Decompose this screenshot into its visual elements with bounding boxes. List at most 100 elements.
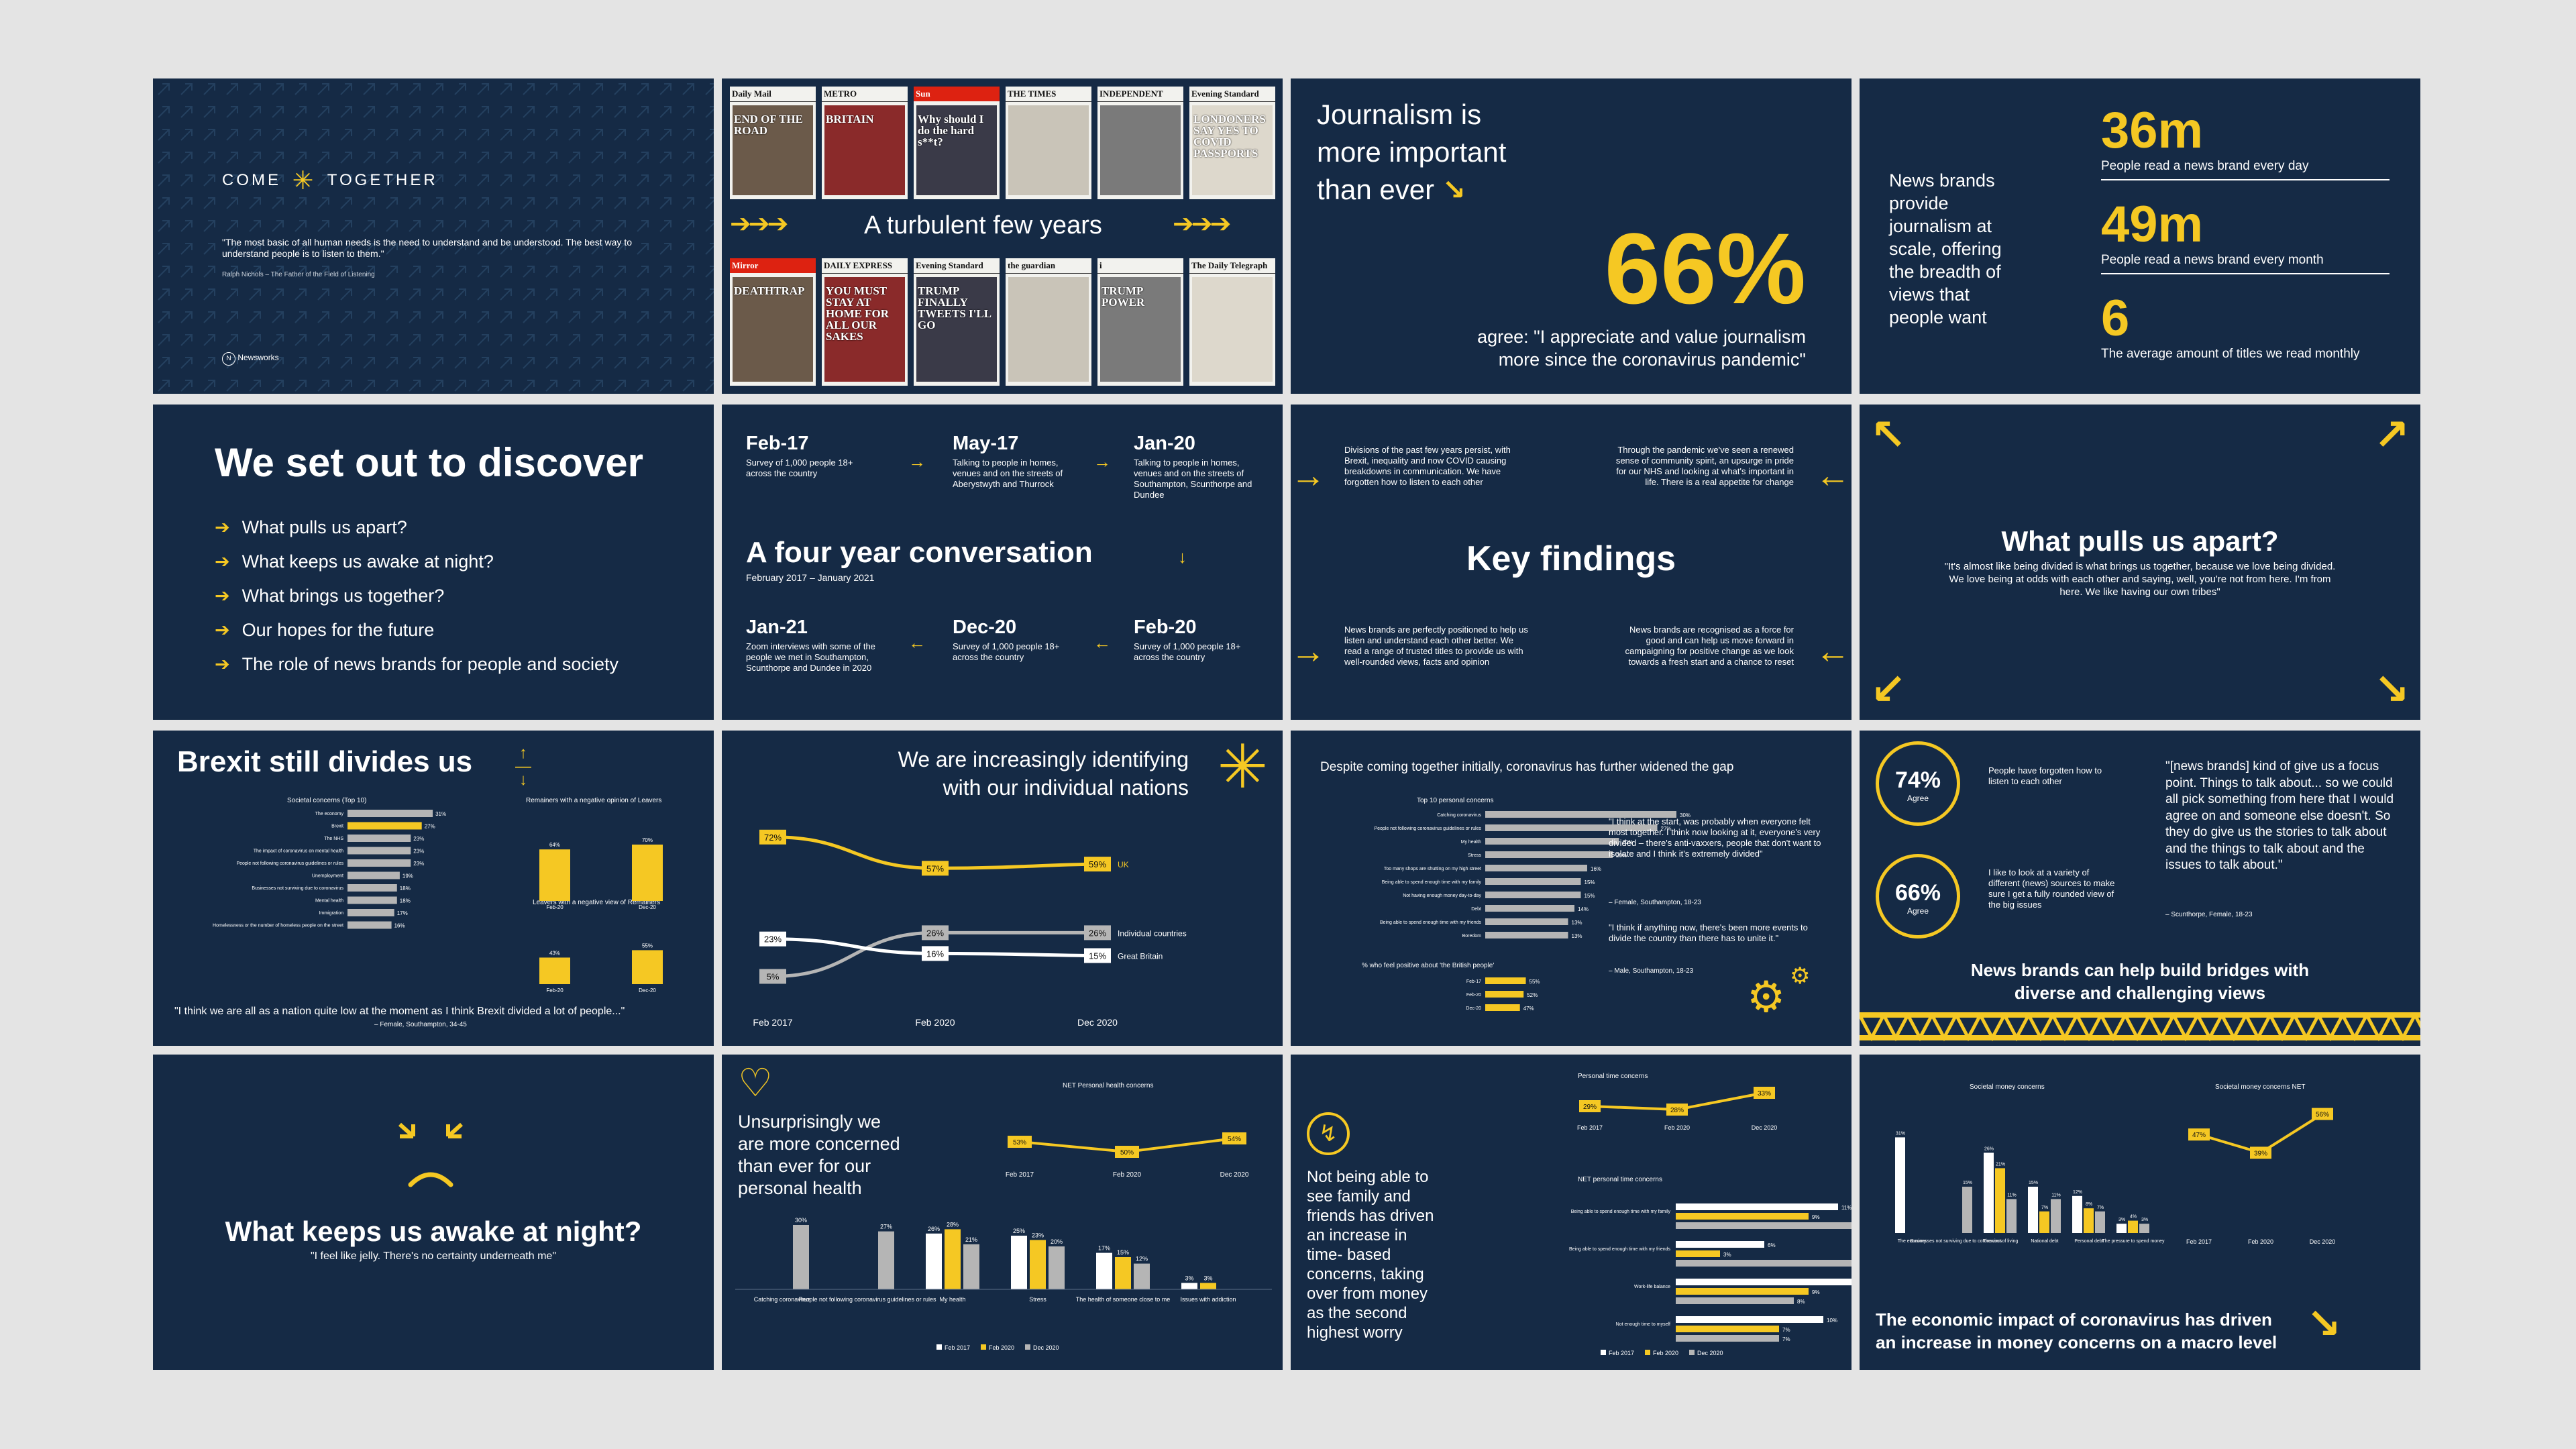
slide-brexit-divides[interactable]: Brexit still divides us ↑ — ↓ Societal con… bbox=[153, 731, 714, 1046]
pattern-arrow bbox=[591, 288, 603, 301]
pattern-arrow bbox=[340, 380, 352, 392]
value-label: 27% bbox=[880, 1224, 892, 1230]
pattern-arrow bbox=[682, 220, 694, 232]
pattern-arrow bbox=[409, 288, 421, 301]
arrow-right-icon: → bbox=[1291, 632, 1326, 671]
value-label: 27% bbox=[1661, 826, 1672, 832]
bar bbox=[347, 884, 397, 892]
data-point bbox=[1084, 948, 1111, 963]
x-tick-label: Feb 2020 bbox=[1113, 1171, 1142, 1179]
pattern-arrow bbox=[294, 243, 307, 255]
bridge-truss bbox=[1954, 1014, 1982, 1042]
slide-four-year-conversation[interactable]: Feb-17 Survey of 1,000 people 18+ across… bbox=[722, 405, 1283, 720]
slide-widened-gap[interactable]: Despite coming together initially, coron… bbox=[1291, 731, 1851, 1046]
pattern-arrow bbox=[568, 380, 580, 392]
pattern-arrow bbox=[591, 174, 603, 186]
slide-come-together[interactable]: COME ✳ TOGETHER "The most basic of all h… bbox=[153, 78, 714, 394]
pattern-arrow bbox=[249, 311, 261, 323]
pattern-arrow bbox=[340, 266, 352, 278]
value-label: 15% bbox=[1089, 951, 1106, 961]
value-label: 15% bbox=[1585, 879, 1595, 885]
slide-time-concerns[interactable]: ↯ Not being able to see family and frien… bbox=[1291, 1055, 1851, 1370]
pattern-arrow bbox=[340, 220, 352, 232]
pattern-arrow bbox=[431, 220, 443, 232]
slide-key-findings[interactable]: → Divisions of the past few years persis… bbox=[1291, 405, 1851, 720]
pattern-arrow bbox=[272, 152, 284, 164]
masthead: Daily Mail bbox=[730, 87, 816, 102]
pattern-arrow bbox=[705, 334, 714, 346]
slide-national-identity[interactable]: We are increasingly identifying with our… bbox=[722, 731, 1283, 1046]
pattern-arrow bbox=[637, 174, 649, 186]
pattern-arrow bbox=[363, 357, 375, 369]
slide-turbulent-years[interactable]: Daily Mail END OF THE ROAD METRO BRITAIN Sun… bbox=[722, 78, 1283, 394]
pattern-arrow bbox=[158, 83, 170, 95]
bar bbox=[1485, 878, 1581, 885]
pattern-arrow bbox=[180, 106, 193, 118]
pattern-arrow bbox=[454, 334, 466, 346]
pattern-arrow bbox=[363, 334, 375, 346]
bar bbox=[1676, 1213, 1809, 1220]
legend-label: Feb 2020 bbox=[1653, 1350, 1678, 1356]
slide-money-concerns[interactable]: Societal money concerns Societal money c… bbox=[1860, 1055, 2420, 1370]
masthead: DAILY EXPRESS bbox=[822, 258, 908, 274]
pattern-arrow bbox=[568, 266, 580, 278]
value-label: 52% bbox=[1527, 992, 1538, 998]
pattern-arrow bbox=[614, 106, 626, 118]
pattern-arrow bbox=[591, 106, 603, 118]
list-item: ➔ What brings us together? bbox=[215, 579, 619, 613]
pattern-arrow bbox=[591, 266, 603, 278]
pattern-arrow bbox=[500, 220, 512, 232]
pattern-arrow bbox=[294, 106, 307, 118]
pattern-arrow bbox=[158, 129, 170, 141]
pattern-arrow bbox=[659, 220, 672, 232]
pattern-arrow bbox=[158, 311, 170, 323]
pattern-arrow bbox=[363, 106, 375, 118]
arrows-left-icon: ➔➔➔ bbox=[730, 210, 789, 238]
pattern-arrow bbox=[203, 106, 215, 118]
pattern-arrow bbox=[477, 380, 489, 392]
footer-line-2: an increase in money concerns on a macro… bbox=[1876, 1332, 2277, 1352]
headline: DEATHTRAP bbox=[734, 284, 805, 297]
pattern-arrow bbox=[614, 83, 626, 95]
bar bbox=[1676, 1335, 1779, 1342]
value-label: 23% bbox=[764, 934, 782, 945]
data-point bbox=[2312, 1108, 2333, 1120]
newspaper-front-page: the guardian bbox=[1006, 258, 1091, 386]
pattern-arrow bbox=[591, 220, 603, 232]
data-point bbox=[759, 931, 786, 947]
pattern-arrow bbox=[340, 334, 352, 346]
category-label: Being able to spend enough time with my … bbox=[1571, 1210, 1671, 1214]
pattern-arrow bbox=[454, 380, 466, 392]
slide-news-scale[interactable]: News brands provide journalism at scale,… bbox=[1860, 78, 2420, 394]
pattern-arrow bbox=[682, 334, 694, 346]
quote-2: "I think if anything now, there's been m… bbox=[1609, 922, 1808, 943]
value-label: 18% bbox=[400, 885, 411, 892]
pattern-arrow bbox=[180, 288, 193, 301]
stat-2-value: 66% bbox=[1894, 880, 1941, 906]
widened-gap-charts: Catching coronavirus 30% People not follow… bbox=[1374, 811, 1690, 1012]
arrow-down-right-icon: ↘ bbox=[1442, 174, 1466, 205]
slide-awake-at-night[interactable]: What keeps us awake at night? "I feel li… bbox=[153, 1055, 714, 1370]
quote-2-attribution: – Male, Southampton, 18-23 bbox=[1609, 967, 1694, 975]
pattern-arrow bbox=[545, 83, 557, 95]
pattern-arrow bbox=[568, 243, 580, 255]
slide-title: Unsurprisingly we are more concerned tha… bbox=[738, 1111, 900, 1199]
newspaper-front-page: Evening Standard LONDONERS SAY YES TO COV… bbox=[1189, 87, 1275, 199]
slide-set-out-to-discover[interactable]: We set out to discover ➔ What pulls us ap… bbox=[153, 405, 714, 720]
bridge-truss bbox=[2147, 1014, 2176, 1042]
finding-2: Through the pandemic we've seen a renewe… bbox=[1615, 445, 1794, 487]
footer-text: News brands can help build bridges with … bbox=[1860, 959, 2420, 1004]
stat-1-label: People read a news brand every day bbox=[2101, 159, 2309, 173]
slide-what-pulls-us-apart[interactable]: ↖ ↗ ↙ ↘ What pulls us apart? "It's almos… bbox=[1860, 405, 2420, 720]
slide-journalism-important[interactable]: Journalism is more important than ever ↘… bbox=[1291, 78, 1851, 394]
pattern-arrow bbox=[545, 106, 557, 118]
newspaper-front-page: THE TIMES bbox=[1006, 87, 1091, 199]
pattern-arrow bbox=[454, 129, 466, 141]
newsworks-logo: N Newsworks bbox=[222, 352, 279, 366]
slide-personal-health[interactable]: ♡ Unsurprisingly we are more concerned t… bbox=[722, 1055, 1283, 1370]
slide-bridges[interactable]: 74% Agree People have forgotten how to l… bbox=[1860, 731, 2420, 1046]
pattern-arrow bbox=[203, 334, 215, 346]
pattern-arrow bbox=[158, 243, 170, 255]
pattern-arrow bbox=[523, 243, 535, 255]
divide-icon: ↑ — ↓ bbox=[515, 744, 531, 789]
